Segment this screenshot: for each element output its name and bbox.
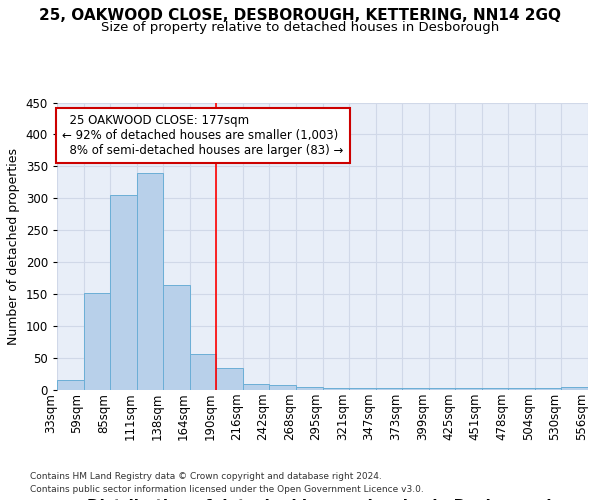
Bar [137,173,163,390]
Bar [349,388,376,390]
Bar [562,387,588,390]
Text: 25 OAKWOOD CLOSE: 177sqm  
← 92% of detached houses are smaller (1,003)
  8% of : 25 OAKWOOD CLOSE: 177sqm ← 92% of detach… [62,114,344,157]
Text: Contains HM Land Registry data © Crown copyright and database right 2024.: Contains HM Land Registry data © Crown c… [30,472,382,481]
Bar [402,388,428,390]
Bar [243,384,269,390]
Bar [57,380,83,390]
Y-axis label: Number of detached properties: Number of detached properties [7,148,20,345]
Bar [269,385,296,390]
Bar [83,293,110,390]
Bar [535,388,562,390]
Bar [217,368,243,390]
Bar [163,284,190,390]
Text: 25, OAKWOOD CLOSE, DESBOROUGH, KETTERING, NN14 2GQ: 25, OAKWOOD CLOSE, DESBOROUGH, KETTERING… [39,8,561,22]
Text: Contains public sector information licensed under the Open Government Licence v3: Contains public sector information licen… [30,485,424,494]
Bar [190,354,217,390]
Bar [455,388,482,390]
X-axis label: Distribution of detached houses by size in Desborough: Distribution of detached houses by size … [88,498,557,500]
Bar [296,387,323,390]
Bar [110,195,137,390]
Bar [323,388,349,390]
Bar [508,388,535,390]
Bar [482,388,508,390]
Bar [429,388,455,390]
Text: Size of property relative to detached houses in Desborough: Size of property relative to detached ho… [101,21,499,34]
Bar [376,388,402,390]
